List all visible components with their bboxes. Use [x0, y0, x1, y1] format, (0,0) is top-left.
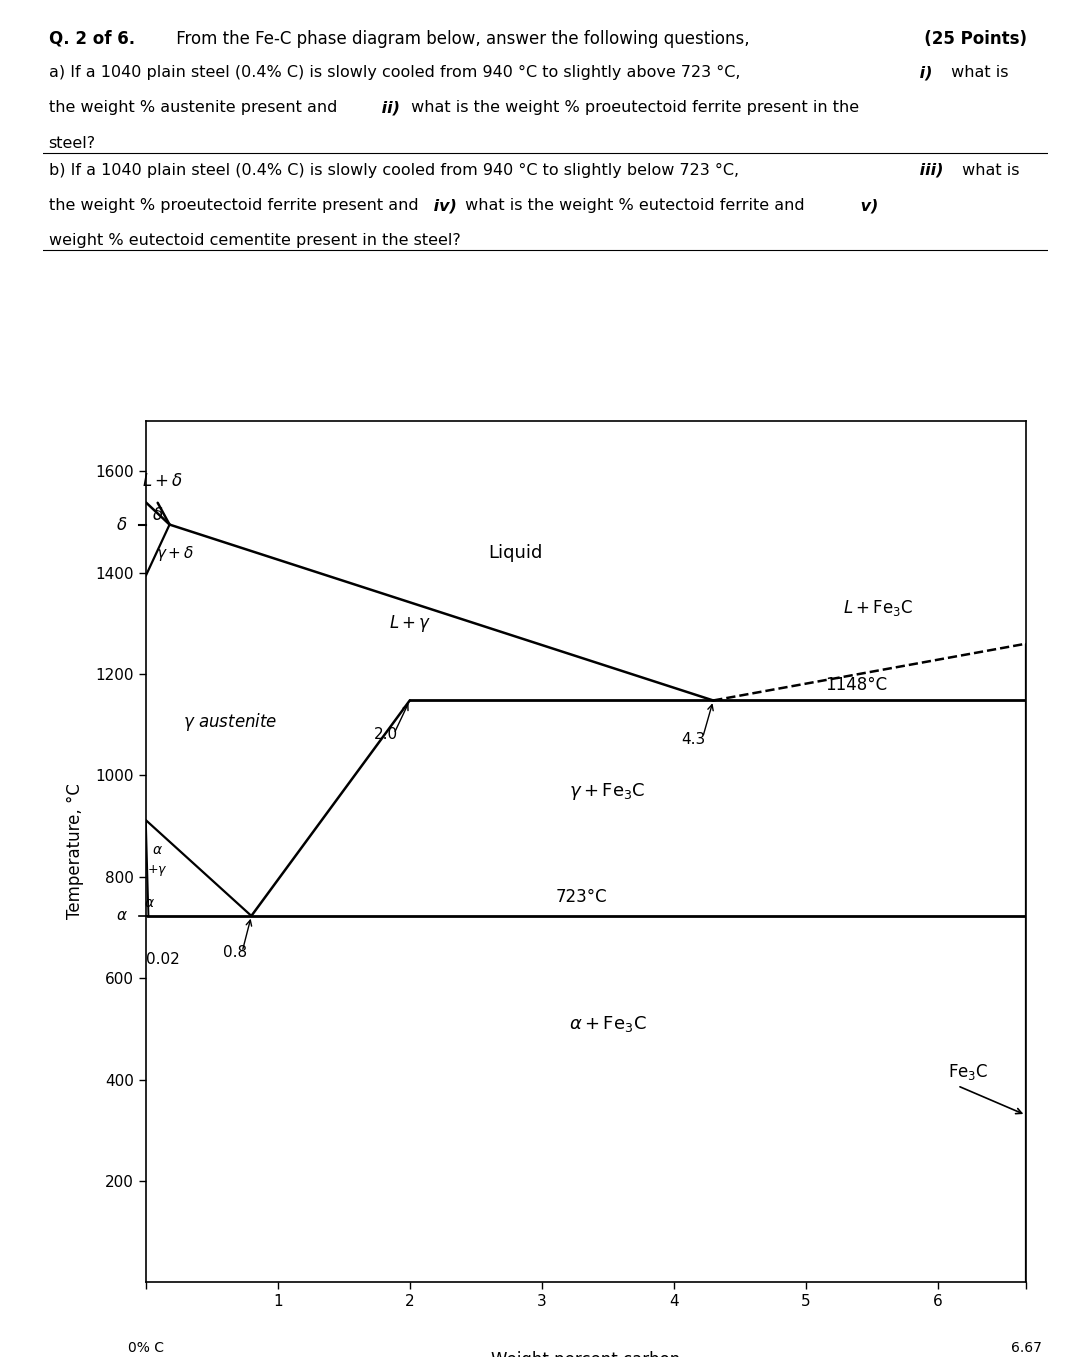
Text: $L+\mathrm{Fe_3C}$: $L+\mathrm{Fe_3C}$: [843, 598, 914, 619]
Text: 0.02: 0.02: [146, 953, 180, 968]
Text: 2.0: 2.0: [374, 727, 399, 742]
Text: what is: what is: [957, 163, 1020, 178]
Text: 723°C: 723°C: [555, 889, 607, 906]
Text: $\gamma$ austenite: $\gamma$ austenite: [183, 711, 278, 733]
Text: what is: what is: [946, 65, 1009, 80]
Y-axis label: Temperature, °C: Temperature, °C: [66, 783, 84, 920]
Text: the weight % proeutectoid ferrite present and: the weight % proeutectoid ferrite presen…: [49, 198, 418, 213]
Text: $\alpha$: $\alpha$: [117, 908, 127, 923]
Text: v): v): [855, 198, 879, 213]
Text: (25 Points): (25 Points): [907, 30, 1027, 47]
Text: $L+\gamma$: $L+\gamma$: [389, 613, 431, 635]
Text: 1148°C: 1148°C: [825, 676, 888, 695]
Text: Liquid: Liquid: [488, 544, 542, 562]
Text: Q. 2 of 6.: Q. 2 of 6.: [49, 30, 135, 47]
Text: b) If a 1040 plain steel (0.4% C) is slowly cooled from 940 °C to slightly below: b) If a 1040 plain steel (0.4% C) is slo…: [49, 163, 739, 178]
Text: weight % eutectoid cementite present in the steel?: weight % eutectoid cementite present in …: [49, 233, 460, 248]
Text: $\alpha$: $\alpha$: [144, 896, 154, 911]
Text: what is the weight % proeutectoid ferrite present in the: what is the weight % proeutectoid ferrit…: [406, 100, 860, 115]
Text: the weight % austenite present and: the weight % austenite present and: [49, 100, 337, 115]
Text: what is the weight % eutectoid ferrite and: what is the weight % eutectoid ferrite a…: [460, 198, 805, 213]
Text: iv): iv): [428, 198, 457, 213]
X-axis label: Weight percent carbon: Weight percent carbon: [491, 1350, 680, 1357]
Text: 0% C: 0% C: [127, 1341, 164, 1354]
Text: $+\gamma$: $+\gamma$: [147, 863, 167, 878]
Text: i): i): [914, 65, 932, 80]
Text: ii): ii): [376, 100, 400, 115]
Text: 0.8: 0.8: [224, 944, 247, 959]
Text: 6.67: 6.67: [1011, 1341, 1041, 1354]
Text: $\alpha+\mathrm{Fe_3C}$: $\alpha+\mathrm{Fe_3C}$: [569, 1014, 647, 1034]
Text: 4.3: 4.3: [681, 731, 705, 748]
Text: $\alpha$: $\alpha$: [151, 843, 162, 858]
Text: a) If a 1040 plain steel (0.4% C) is slowly cooled from 940 °C to slightly above: a) If a 1040 plain steel (0.4% C) is slo…: [49, 65, 740, 80]
Text: From the Fe-C phase diagram below, answer the following questions,: From the Fe-C phase diagram below, answe…: [171, 30, 750, 47]
Text: $\mathrm{Fe_3C}$: $\mathrm{Fe_3C}$: [948, 1063, 988, 1082]
Text: $\delta$: $\delta$: [117, 516, 127, 533]
Text: steel?: steel?: [49, 136, 96, 151]
Text: iii): iii): [914, 163, 943, 178]
Text: $L+\delta$: $L+\delta$: [143, 471, 184, 490]
Text: $\gamma+\mathrm{Fe_3C}$: $\gamma+\mathrm{Fe_3C}$: [569, 780, 646, 802]
Text: $\delta$: $\delta$: [151, 506, 163, 524]
Text: $\gamma+\delta$: $\gamma+\delta$: [157, 544, 194, 563]
